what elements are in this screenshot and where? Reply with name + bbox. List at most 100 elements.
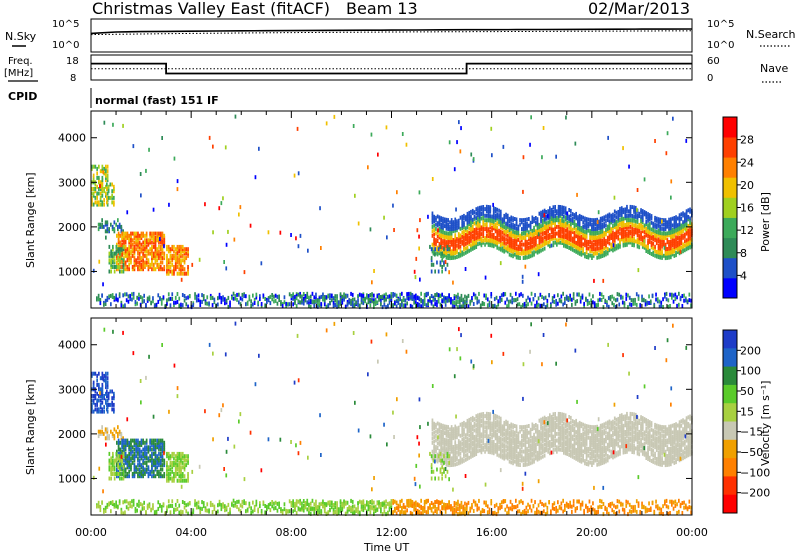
data-cell <box>180 247 182 252</box>
data-cell <box>563 210 565 215</box>
data-cell <box>517 249 520 254</box>
data-cell <box>612 246 614 251</box>
data-cell <box>130 447 132 452</box>
data-cell <box>137 451 139 456</box>
data-cell <box>670 232 672 237</box>
data-cell <box>91 407 93 412</box>
data-cell <box>480 434 483 439</box>
data-cell <box>487 434 490 439</box>
data-cell <box>299 294 301 299</box>
data-cell <box>580 243 583 248</box>
data-cell <box>99 224 102 229</box>
data-cell <box>555 299 557 303</box>
data-cell <box>452 458 455 463</box>
data-cell <box>619 240 621 245</box>
data-cell <box>629 213 632 218</box>
data-cell <box>120 434 123 439</box>
data-cell <box>147 258 150 263</box>
data-cell <box>174 253 177 258</box>
data-cell <box>387 294 389 299</box>
data-cell <box>482 412 485 416</box>
data-cell <box>571 212 574 217</box>
data-cell <box>113 260 116 265</box>
data-cell <box>454 462 457 467</box>
data-cell <box>454 222 457 226</box>
data-cell <box>598 219 600 224</box>
data-cell <box>671 227 674 232</box>
data-cell <box>185 463 188 468</box>
data-cell <box>512 245 514 250</box>
data-cell <box>454 228 457 233</box>
data-cell <box>472 302 475 306</box>
data-cell <box>110 253 112 258</box>
data-cell <box>578 238 581 243</box>
data-cell <box>492 224 495 229</box>
data-cell <box>441 251 443 256</box>
data-cell <box>484 443 486 448</box>
data-cell <box>144 460 146 465</box>
data-cell <box>450 224 453 229</box>
data-cell <box>142 454 144 459</box>
data-cell <box>112 451 114 456</box>
data-cell <box>104 436 107 441</box>
data-cell <box>119 467 121 472</box>
data-cell <box>147 260 150 265</box>
data-cell <box>606 240 609 245</box>
data-cell <box>449 458 451 463</box>
data-cell <box>492 213 495 217</box>
data-cell <box>130 240 132 245</box>
data-cell <box>445 231 448 236</box>
data-cell <box>539 303 542 308</box>
data-cell <box>522 227 525 231</box>
data-cell <box>150 300 152 305</box>
data-cell <box>675 215 677 220</box>
data-cell <box>684 227 687 232</box>
data-cell <box>414 275 417 280</box>
data-cell <box>687 208 690 213</box>
data-cell <box>629 240 632 245</box>
data-cell <box>461 223 464 228</box>
data-cell <box>675 228 677 233</box>
data-cell <box>103 189 105 194</box>
data-cell <box>123 458 125 463</box>
data-cell <box>369 227 372 232</box>
data-cell <box>629 238 632 243</box>
data-cell <box>409 295 412 300</box>
data-cell <box>322 297 324 302</box>
data-cell <box>659 233 662 238</box>
data-cell <box>606 247 609 251</box>
data-cell <box>166 460 168 465</box>
data-cell <box>680 216 683 221</box>
data-cell <box>648 239 651 244</box>
data-cell <box>124 253 127 258</box>
data-cell <box>183 249 186 254</box>
data-cell <box>431 211 434 216</box>
data-cell <box>106 385 109 390</box>
data-cell <box>643 212 646 217</box>
data-cell <box>514 248 516 253</box>
data-cell <box>461 430 464 435</box>
data-cell <box>149 440 151 445</box>
data-cell <box>601 222 604 227</box>
data-cell <box>557 238 560 243</box>
data-cell <box>295 304 298 309</box>
data-cell <box>151 253 153 258</box>
data-cell <box>489 436 492 441</box>
data-cell <box>639 303 642 308</box>
data-cell <box>174 463 177 468</box>
data-cell <box>116 469 118 474</box>
data-cell <box>463 432 465 437</box>
data-cell <box>137 242 139 247</box>
data-cell <box>570 222 572 227</box>
data-cell <box>169 247 172 252</box>
colorbar-swatch <box>723 217 737 239</box>
y-tick-label: 4000 <box>58 132 86 145</box>
data-cell <box>96 191 98 196</box>
data-cell <box>450 434 453 439</box>
data-cell <box>578 247 581 252</box>
data-cell <box>123 233 125 238</box>
data-cell <box>440 218 442 223</box>
data-cell <box>463 443 465 448</box>
data-cell <box>512 249 514 254</box>
data-cell <box>640 208 642 213</box>
